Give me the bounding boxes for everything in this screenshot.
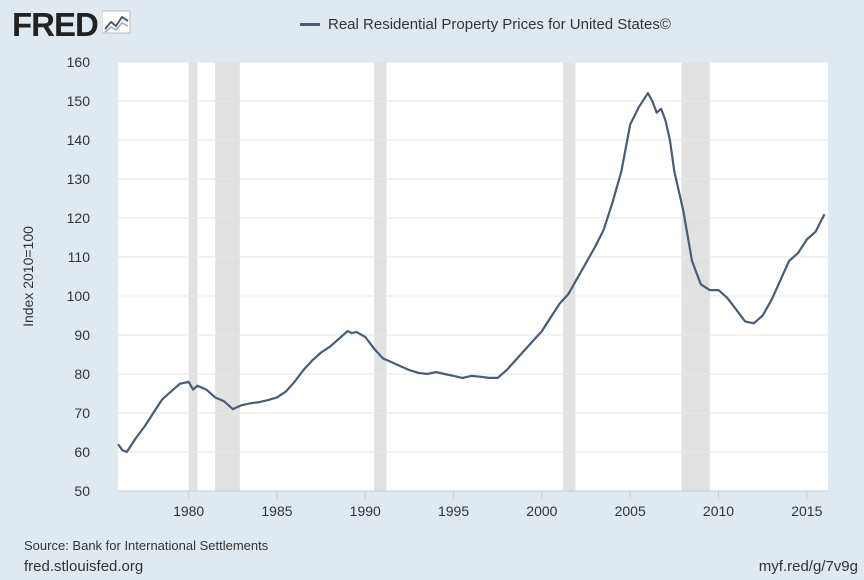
recession-band [563,62,576,491]
y-tick-label: 50 [74,483,90,499]
y-tick-label: 130 [67,171,91,187]
legend-swatch [300,23,320,26]
short-url-link[interactable]: myf.red/g/7v9g [758,558,858,575]
series-line [117,92,826,454]
recession-band [188,62,198,491]
recession-band [215,62,240,491]
line-chart: 50 60 70 80 90 100 110 120 130 140 150 160 1980 1985 1… [20,54,828,519]
source-note: Source: Bank for International Settlemen… [24,538,269,553]
y-tick-label: 120 [67,210,91,226]
y-tick-label: 70 [74,405,90,421]
fred-logo[interactable]: FRED [12,8,132,41]
y-axis-title: Index 2010=100 [20,226,36,327]
y-tick-label: 80 [74,366,90,382]
y-tick-label: 60 [74,444,90,460]
recession-band [374,62,387,491]
x-tick-label: 1980 [173,503,204,519]
x-tick-label: 1995 [438,503,469,519]
recession-band [681,62,710,491]
x-tick-label: 1990 [350,503,381,519]
x-tick-label: 2000 [526,503,557,519]
y-tick-label: 90 [74,327,90,343]
y-tick-label: 160 [67,54,91,70]
y-tick-label: 140 [67,132,91,148]
x-tick-label: 2015 [791,503,822,519]
x-tick-label: 1985 [261,503,292,519]
logo-text: FRED [12,6,99,43]
line-graph-icon [101,9,132,40]
y-tick-label: 100 [67,288,91,304]
chart-legend: Real Residential Property Prices for Uni… [300,16,671,33]
legend-label: Real Residential Property Prices for Uni… [328,16,671,33]
x-tick-label: 2010 [703,503,734,519]
site-link[interactable]: fred.stlouisfed.org [24,558,144,575]
x-tick-label: 2005 [615,503,646,519]
y-tick-label: 110 [68,249,91,265]
y-tick-label: 150 [67,93,91,109]
